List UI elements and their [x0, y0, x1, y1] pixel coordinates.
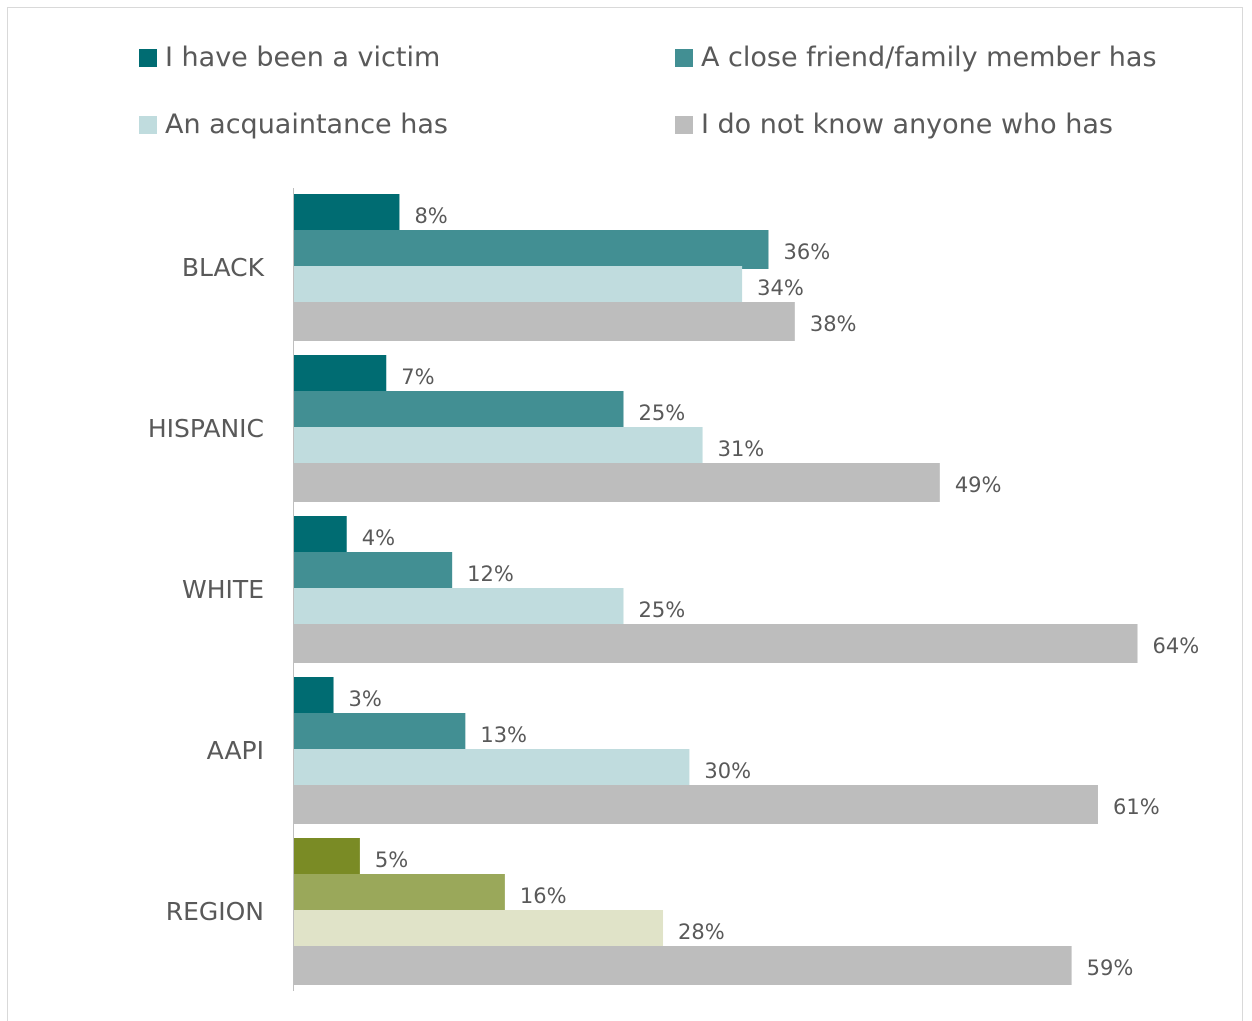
data-label-aapi-series-3: 30% [704, 759, 751, 783]
data-label-hispanic-series-1: 7% [401, 365, 434, 389]
bar-region-series-4 [294, 946, 1072, 985]
legend-item-victim: I have been a victim [139, 42, 440, 73]
data-label-black-series-1: 8% [414, 204, 447, 228]
bar-black-series-3 [294, 266, 743, 305]
category-label-hispanic: HISPANIC [148, 414, 264, 443]
bar-white-series-1 [294, 516, 347, 555]
data-label-black-series-3: 34% [757, 276, 804, 300]
legend-label-victim: I have been a victim [165, 42, 441, 73]
data-label-aapi-series-1: 3% [349, 687, 382, 711]
bar-region-series-2 [294, 874, 505, 913]
bar-white-series-2 [294, 552, 453, 591]
data-label-region-series-1: 5% [375, 848, 408, 872]
category-label-black: BLACK [182, 253, 265, 282]
bar-region-series-1 [294, 838, 360, 877]
data-label-white-series-3: 25% [639, 598, 686, 622]
data-label-region-series-3: 28% [678, 920, 725, 944]
legend-swatch-no-one [675, 115, 693, 134]
bar-hispanic-series-1 [294, 355, 387, 394]
data-label-hispanic-series-4: 49% [955, 473, 1002, 497]
data-label-white-series-2: 12% [467, 562, 514, 586]
bar-black-series-4 [294, 302, 795, 341]
bar-aapi-series-1 [294, 677, 334, 716]
chart-frame [7, 7, 1243, 1021]
bar-white-series-3 [294, 588, 624, 627]
legend-label-no-one: I do not know anyone who has [701, 109, 1114, 140]
data-label-white-series-4: 64% [1153, 634, 1200, 658]
category-label-region: REGION [166, 897, 264, 926]
chart-legend: I have been a victim A close friend/fami… [0, 0, 1252, 170]
legend-item-close-friend: A close friend/family member has [675, 42, 1157, 73]
data-label-aapi-series-2: 13% [480, 723, 527, 747]
bar-white-series-4 [294, 624, 1138, 663]
data-label-hispanic-series-3: 31% [718, 437, 765, 461]
legend-label-acquaintance: An acquaintance has [165, 109, 448, 140]
legend-swatch-close-friend [675, 48, 693, 67]
data-label-black-series-2: 36% [783, 240, 830, 264]
data-label-region-series-2: 16% [520, 884, 567, 908]
bar-hispanic-series-2 [294, 391, 624, 430]
bar-hispanic-series-4 [294, 463, 940, 502]
bar-aapi-series-4 [294, 785, 1098, 824]
bar-hispanic-series-3 [294, 427, 703, 466]
category-label-white: WHITE [182, 575, 264, 604]
legend-label-close-friend: A close friend/family member has [701, 42, 1157, 73]
bar-region-series-3 [294, 910, 664, 949]
data-label-white-series-1: 4% [362, 526, 395, 550]
bar-aapi-series-3 [294, 749, 690, 788]
bar-black-series-2 [294, 230, 769, 269]
category-label-aapi: AAPI [207, 736, 264, 765]
data-label-region-series-4: 59% [1087, 956, 1134, 980]
legend-swatch-acquaintance [139, 115, 157, 134]
data-label-hispanic-series-2: 25% [639, 401, 686, 425]
bar-aapi-series-2 [294, 713, 466, 752]
data-label-aapi-series-4: 61% [1113, 795, 1160, 819]
bar-black-series-1 [294, 194, 400, 233]
legend-item-acquaintance: An acquaintance has [139, 109, 448, 140]
legend-item-no-one: I do not know anyone who has [675, 109, 1113, 140]
legend-swatch-victim [139, 48, 157, 67]
data-label-black-series-4: 38% [810, 312, 857, 336]
